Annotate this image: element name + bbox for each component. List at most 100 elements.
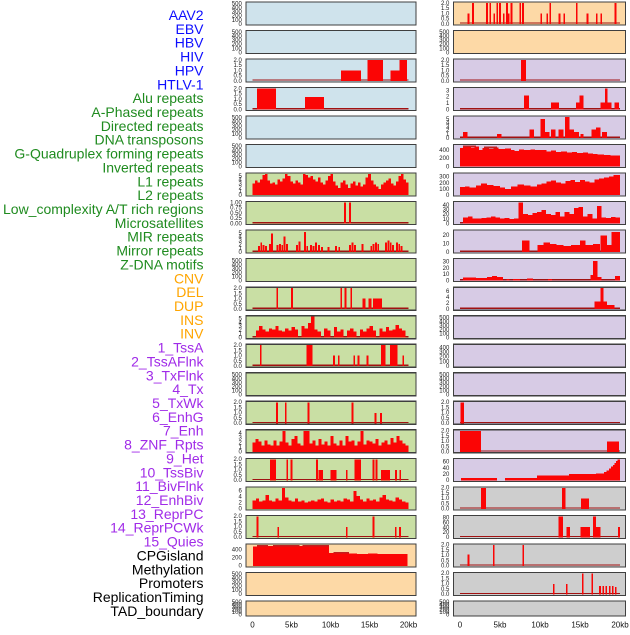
svg-text:100: 100 [439,359,450,365]
svg-text:L2 repeats: L2 repeats [137,187,203,203]
svg-text:4: 4 [238,431,242,437]
svg-text:300: 300 [232,124,243,130]
svg-text:200: 200 [439,355,450,361]
svg-text:0.0: 0.0 [441,450,450,456]
svg-text:0: 0 [458,620,463,629]
svg-text:L1 repeats: L1 repeats [137,173,203,189]
svg-text:400: 400 [232,376,243,382]
svg-text:4: 4 [238,495,242,501]
svg-text:0: 0 [446,136,450,142]
svg-text:2: 2 [238,185,242,191]
svg-text:100: 100 [232,46,243,52]
svg-text:0: 0 [238,592,242,598]
svg-text:10: 10 [443,217,450,223]
svg-text:0: 0 [446,193,450,199]
svg-text:0.0: 0.0 [233,421,242,427]
svg-text:0.5: 0.5 [441,416,450,422]
svg-text:2: 2 [446,301,450,307]
svg-text:5kb: 5kb [285,620,298,629]
svg-text:200: 200 [439,608,450,614]
svg-text:HTLV-1: HTLV-1 [157,76,204,92]
svg-text:0.0: 0.0 [441,564,450,570]
svg-text:3: 3 [446,124,450,130]
svg-text:15kb: 15kb [571,620,589,629]
svg-text:1.00: 1.00 [230,200,242,206]
svg-text:4: 4 [238,320,242,326]
svg-text:0.0: 0.0 [233,364,242,370]
svg-text:2: 2 [238,328,242,334]
svg-text:200: 200 [232,555,243,561]
svg-text:1.0: 1.0 [233,468,242,474]
svg-text:1.0: 1.0 [233,297,242,303]
svg-text:0.5: 0.5 [441,444,450,450]
svg-text:Methylation: Methylation [132,561,204,577]
svg-text:2.0: 2.0 [233,400,242,406]
svg-text:500: 500 [232,144,243,150]
svg-text:1.0: 1.0 [441,553,450,559]
svg-text:2_TssAFlnk: 2_TssAFlnk [131,353,204,369]
svg-text:400: 400 [232,34,243,40]
svg-text:300: 300 [232,380,243,386]
svg-text:3: 3 [446,88,450,94]
svg-text:10: 10 [443,272,450,278]
svg-text:100: 100 [232,18,243,24]
svg-text:300: 300 [439,380,450,386]
svg-text:0: 0 [446,250,450,256]
svg-text:1: 1 [238,189,242,195]
svg-text:0: 0 [238,22,242,28]
svg-text:5: 5 [238,174,242,180]
svg-text:TAD_boundary: TAD_boundary [110,603,203,619]
svg-text:300: 300 [439,350,450,356]
svg-text:30: 30 [443,207,450,213]
svg-text:10kb: 10kb [322,620,340,629]
svg-text:400: 400 [232,148,243,154]
svg-text:0.5: 0.5 [233,416,242,422]
svg-text:15kb: 15kb [361,620,379,629]
svg-text:0: 0 [238,613,242,619]
svg-text:200: 200 [232,384,243,390]
svg-text:500: 500 [232,2,243,8]
svg-text:0.0: 0.0 [441,421,450,427]
svg-text:CPGisland: CPGisland [137,547,204,563]
svg-text:0: 0 [446,393,450,399]
svg-text:0.0: 0.0 [233,107,242,113]
svg-text:0: 0 [446,478,450,484]
svg-text:9_Het: 9_Het [166,450,203,466]
svg-text:2.0: 2.0 [233,343,242,349]
svg-text:0.25: 0.25 [230,216,242,222]
svg-text:2: 2 [238,242,242,248]
svg-text:1: 1 [238,246,242,252]
svg-text:0: 0 [446,364,450,370]
svg-text:2.0: 2.0 [441,486,450,492]
svg-text:A-Phased repeats: A-Phased repeats [91,104,203,120]
svg-text:200: 200 [232,156,243,162]
svg-text:2.0: 2.0 [441,58,450,64]
svg-text:1: 1 [446,132,450,138]
svg-text:1.0: 1.0 [233,97,242,103]
svg-text:12_EnhBiv: 12_EnhBiv [136,492,204,508]
svg-text:0.5: 0.5 [233,302,242,308]
svg-text:DEL: DEL [176,284,203,300]
svg-text:CNV: CNV [174,270,204,286]
svg-text:0.0: 0.0 [233,478,242,484]
svg-text:0: 0 [446,613,450,619]
svg-text:1.0: 1.0 [441,68,450,74]
svg-text:1.5: 1.5 [233,291,242,297]
svg-text:200: 200 [232,608,243,614]
svg-text:300: 300 [439,38,450,44]
svg-text:200: 200 [439,42,450,48]
svg-text:2.0: 2.0 [441,1,450,7]
svg-text:0: 0 [238,50,242,56]
svg-text:400: 400 [439,34,450,40]
svg-text:0.5: 0.5 [233,359,242,365]
svg-text:400: 400 [439,603,450,609]
svg-text:100: 100 [232,160,243,166]
svg-text:300: 300 [232,580,243,586]
svg-text:0.5: 0.5 [233,473,242,479]
svg-text:200: 200 [439,327,450,333]
svg-text:2.0: 2.0 [441,429,450,435]
svg-text:1.5: 1.5 [441,63,450,69]
svg-text:8_ZNF_Rpts: 8_ZNF_Rpts [124,437,203,453]
svg-text:3_TxFlnk: 3_TxFlnk [146,367,205,383]
svg-text:5kb: 5kb [494,620,507,629]
